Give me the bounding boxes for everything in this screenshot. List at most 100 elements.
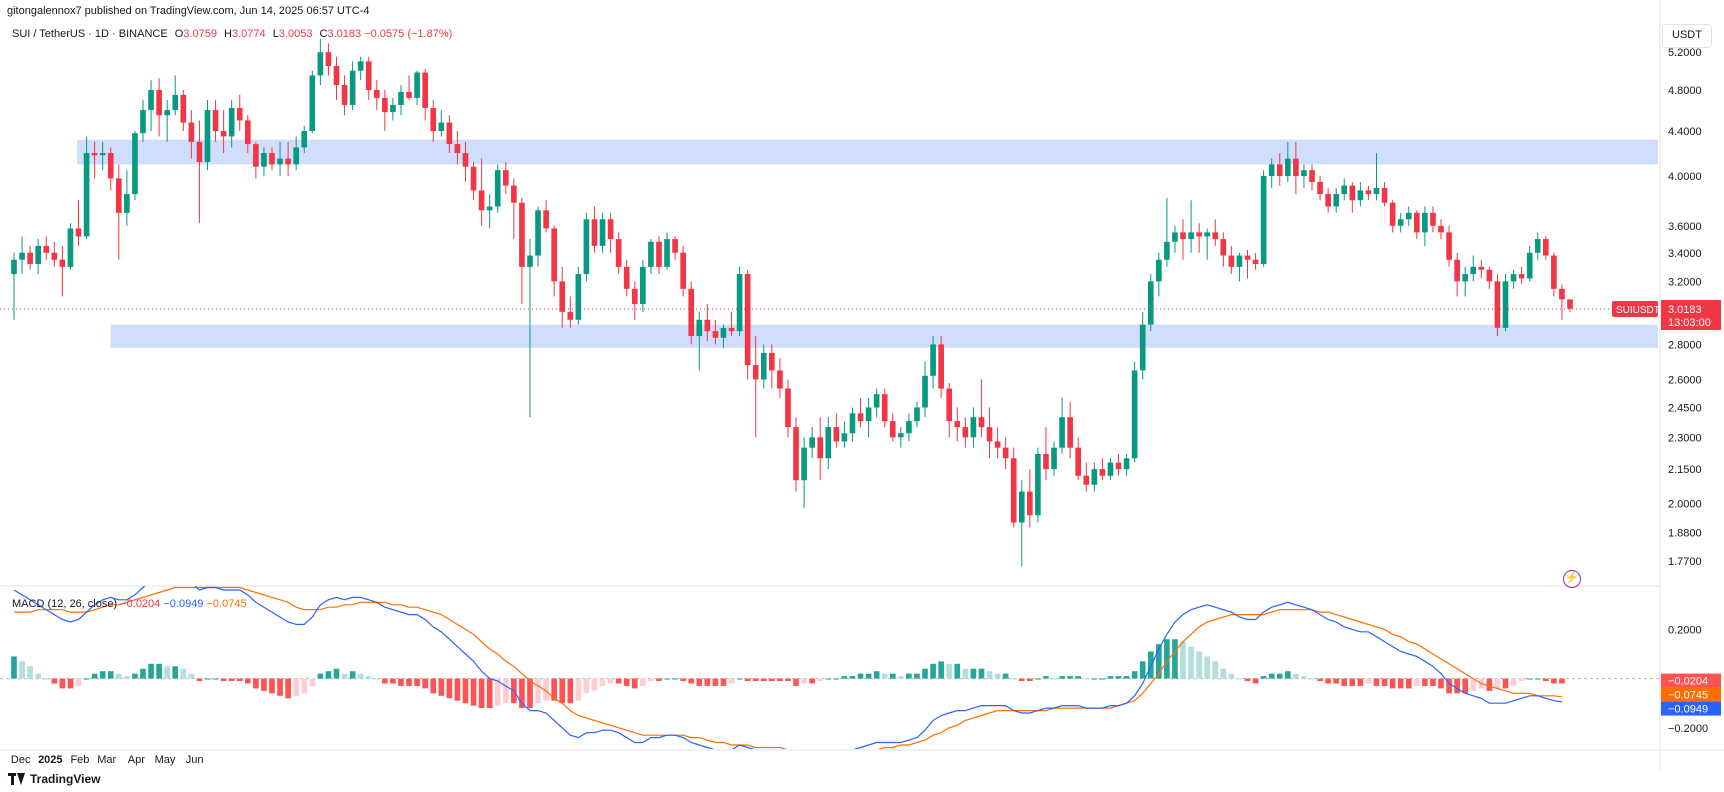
candle: [1260, 176, 1267, 265]
macd-hist-bar: [1059, 676, 1065, 679]
candle: [1131, 370, 1138, 459]
candle: [277, 158, 283, 165]
candle: [1252, 259, 1259, 265]
macd-hist-bar: [333, 668, 340, 679]
macd-hist-bar: [19, 661, 25, 679]
candle: [462, 152, 469, 167]
macd-hist-bar: [672, 678, 678, 680]
support-resistance-zone-1: [77, 139, 1658, 165]
macd-hist-bar: [1494, 678, 1501, 689]
macd-hist-bar: [1357, 678, 1364, 686]
candle: [1470, 266, 1477, 275]
candle: [1486, 269, 1493, 282]
candle: [1567, 299, 1573, 309]
candle: [406, 91, 412, 98]
candle: [865, 407, 872, 422]
candle: [1236, 255, 1243, 267]
candle: [640, 266, 646, 305]
macd-hist-bar: [914, 673, 920, 679]
macd-hist-bar: [414, 678, 420, 686]
candle: [341, 85, 348, 105]
macd-hist-bar: [889, 673, 896, 679]
publish-text: gitongalennox7 published on TradingView.…: [7, 5, 370, 17]
macd-hist-bar: [1502, 678, 1509, 689]
macd-hist-bar: [478, 678, 485, 709]
candle: [1413, 212, 1420, 233]
macd-hist-bar: [1010, 678, 1017, 680]
candle: [196, 141, 203, 163]
macd-hist-bar: [591, 678, 598, 691]
macd-name[interactable]: MACD (12, 26, close): [12, 598, 118, 610]
macd-hist-bar: [1236, 678, 1243, 680]
candle: [430, 108, 437, 132]
candle: [1502, 281, 1509, 328]
high-value: 3.0774: [231, 28, 266, 40]
candle: [744, 274, 751, 366]
candle: [390, 104, 396, 113]
macd-hist-bar: [873, 671, 880, 679]
macd-hist-bar: [43, 678, 50, 680]
macd-histogram-group: [11, 639, 1565, 709]
footer-brand[interactable]: TradingView: [8, 772, 100, 786]
macd-hist-bar: [648, 678, 654, 682]
candle: [777, 370, 783, 389]
candle: [785, 388, 791, 428]
currency-selector[interactable]: [1662, 24, 1712, 48]
macd-hist-bar: [365, 676, 372, 679]
macd-hist-bar: [825, 678, 832, 680]
candle: [1268, 164, 1275, 177]
candle: [833, 427, 840, 442]
candle: [365, 61, 372, 90]
low-label: L: [272, 28, 279, 40]
candle: [51, 252, 58, 260]
macd-hist-bar: [1276, 673, 1283, 679]
macd-hist-bar: [833, 678, 840, 680]
candle: [680, 252, 686, 289]
macd-hist-bar: [156, 663, 162, 679]
candle: [849, 413, 856, 434]
time-label-5: May: [155, 754, 176, 766]
price-tick-0: 5.2000: [1668, 47, 1702, 59]
open-label: O: [174, 28, 184, 40]
macd-hist-bar: [1212, 661, 1219, 679]
candle: [712, 331, 719, 338]
symbol-title[interactable]: SUI / TetherUS · 1D · BINANCE: [12, 28, 168, 40]
candle: [1196, 232, 1202, 237]
macd-hist-bar: [462, 678, 469, 704]
macd-hist-bar: [1091, 678, 1098, 680]
macd-hist-bar: [132, 673, 138, 679]
candle: [656, 241, 662, 267]
candle: [1494, 281, 1501, 328]
candle: [591, 219, 598, 246]
macd-hist-bar: [1107, 676, 1114, 679]
macd-hist-bar: [946, 663, 953, 679]
macd-hist-bar: [527, 678, 533, 709]
macd-hist-bar: [398, 678, 404, 686]
macd-tick-2: −0.2000: [1668, 723, 1708, 735]
lightning-icon[interactable]: ⚡: [1563, 570, 1581, 588]
candle: [19, 252, 25, 260]
candle: [470, 166, 477, 191]
macd-hist-bar: [1252, 678, 1259, 684]
candle: [946, 388, 953, 422]
candle: [1559, 288, 1565, 300]
tradingview-logo-icon: [8, 773, 26, 785]
candle: [228, 108, 235, 137]
macd-hist-bar: [769, 678, 775, 682]
candle: [1365, 190, 1372, 195]
macd-hist-bar: [640, 678, 646, 686]
candle: [1123, 458, 1130, 470]
candle: [607, 219, 614, 240]
macd-hist-bar: [881, 673, 888, 679]
macd-hist-bar: [623, 678, 630, 686]
macd-hist-bar: [801, 678, 807, 684]
macd-hist-bar: [1123, 676, 1130, 679]
support-resistance-zone-2: [110, 324, 1658, 348]
macd-hist-bar: [1470, 678, 1477, 691]
candle: [978, 417, 985, 428]
candle: [1035, 454, 1041, 516]
candle: [285, 158, 291, 165]
macd-hist-bar: [793, 678, 799, 686]
candle: [511, 185, 517, 203]
